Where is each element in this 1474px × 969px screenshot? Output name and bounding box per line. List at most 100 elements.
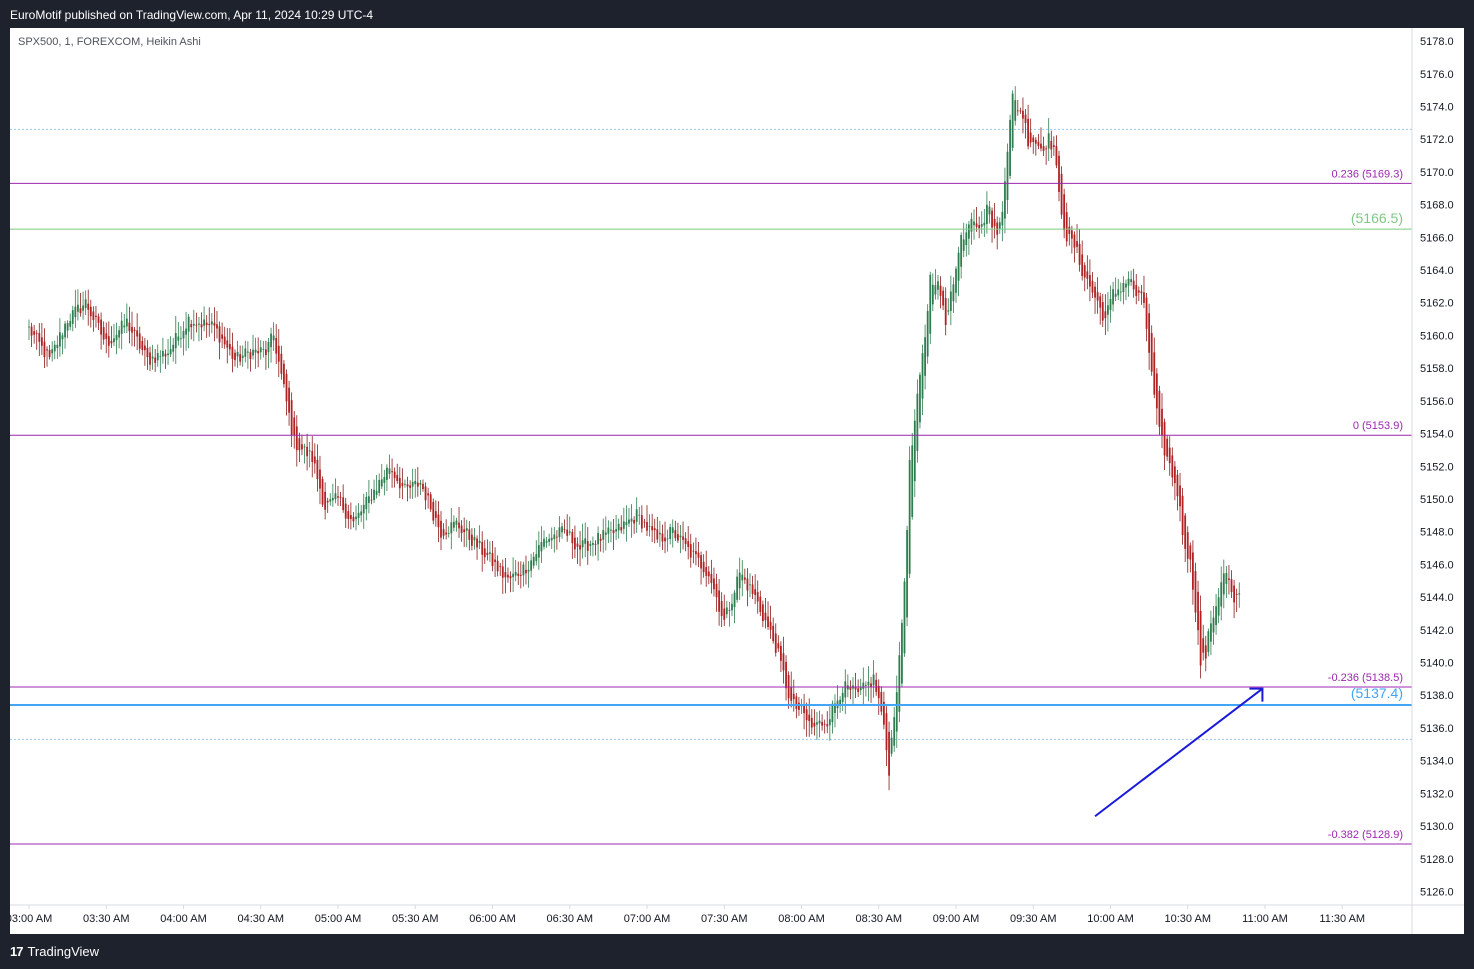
candle-body [991,210,993,228]
candle-body [919,374,921,423]
price-tick-label: 5146.0 [1420,559,1454,571]
arrow-annotation[interactable] [1094,687,1264,818]
candle-body [442,529,445,536]
candle-body [1119,291,1122,293]
tradingview-logo[interactable]: 17 TradingView [10,944,99,959]
candle-body [666,538,669,540]
price-tick-label: 5126.0 [1420,886,1454,898]
candle-body [445,532,448,535]
grid-lines [10,128,1412,740]
candle-body [661,533,664,542]
candle-body [185,328,187,335]
candle-body [272,335,275,341]
candle-body [1094,286,1096,298]
candle-body [33,331,36,335]
candle-body [195,324,198,326]
candle-body [1230,579,1233,592]
candle-body [1050,140,1053,150]
price-tick-label: 5172.0 [1420,134,1454,146]
candle-body [983,222,986,226]
candle-body [743,577,746,580]
candle-body [803,705,805,714]
candle-body [949,291,952,311]
candle-body [509,576,512,579]
candle-body [56,344,59,349]
candle-body [74,306,77,318]
candle-body [241,355,244,358]
candle-body [901,623,903,684]
price-tick-label: 5152.0 [1420,461,1454,473]
time-tick-label: 04:30 AM [238,913,284,925]
candle-body [388,468,391,474]
price-tick-label: 5164.0 [1420,265,1454,277]
candle-body [710,573,713,584]
candle-body [648,525,651,527]
candle-body [769,621,772,630]
candle-body [947,310,950,312]
candle-body [223,336,226,345]
time-tick-label: 05:30 AM [392,913,438,925]
candle-body [844,681,847,698]
candle-body [1204,645,1207,659]
price-axis[interactable]: 5126.0 5128.0 5130.0 5132.0 5134.0 5136.0 5138… [1420,36,1454,898]
time-tick-label: 08:00 AM [778,913,824,925]
candle-body [821,722,823,726]
candle-body [228,344,231,350]
candle-body [1192,552,1194,590]
candle-body [391,471,393,473]
candle-body [450,522,453,534]
candle-body [978,225,981,229]
candle-body [563,529,566,531]
candle-body [826,724,829,727]
candle-body [571,532,574,544]
time-axis[interactable]: 03:00 AM 03:30 AM 04:00 AM 04:30 AM 05:00 AM… [10,905,1365,925]
candle-body [326,500,329,503]
candle-body [236,351,239,357]
candle-body [334,493,337,500]
candle-body [870,683,872,687]
candle-body [1127,278,1130,286]
candle-body [1040,143,1042,149]
candle-body [180,338,182,340]
candle-body [674,530,677,539]
candle-body [319,469,321,489]
candle-body [143,345,146,351]
candle-body [754,589,757,596]
candle-body [725,607,728,615]
fib-level-label: -0.382 (5128.9) [1328,829,1403,841]
candle-body [478,540,481,544]
candle-body [1004,181,1006,219]
candle-body [246,351,249,353]
candle-body [409,485,411,488]
candle-body [370,499,373,501]
price-tick-label: 5156.0 [1420,396,1454,408]
candle-body [234,352,236,361]
candle-body [872,674,875,686]
candle-body [823,723,826,725]
candle-body [244,348,247,357]
candle-body [164,353,167,357]
candle-body [288,387,290,413]
candle-body [208,323,211,326]
candle-body [720,601,723,617]
candle-body [1199,610,1202,666]
candle-body [777,643,780,649]
candle-body [617,523,620,531]
candle-body [671,527,674,533]
candle-body [82,305,84,311]
candle-body [1222,573,1225,595]
candle-body [118,330,121,338]
footer-bar: 17 TradingView [0,934,1474,969]
candle-body [543,538,545,547]
candle-body [38,333,41,342]
candle-body [1148,313,1151,353]
candle-body [1060,173,1063,215]
price-tick-label: 5134.0 [1420,756,1454,768]
candle-body [368,496,370,504]
candle-body [398,477,401,489]
candle-body [414,480,417,485]
candle-body [107,336,110,346]
price-chart[interactable]: 0.236 (5169.3) 0 (5153.9) -0.236 (5138.5) -… [10,28,1464,934]
candle-body [473,536,476,541]
candle-body [154,357,157,363]
